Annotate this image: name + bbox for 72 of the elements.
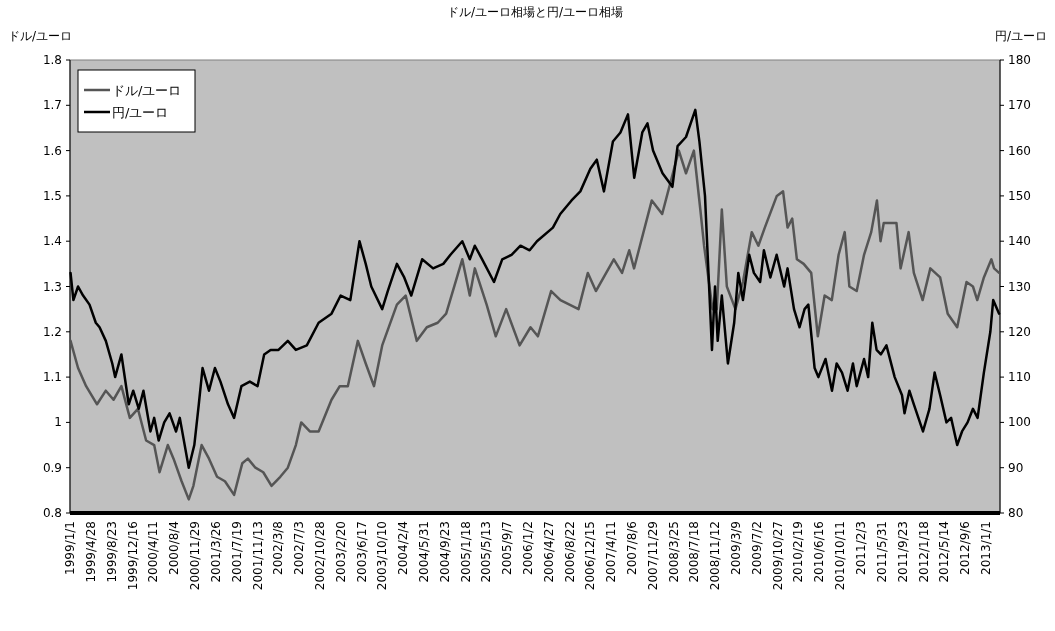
y2-tick-label: 120 [1008,324,1031,339]
y-tick-label: 1 [54,415,62,430]
x-tick-label: 2006/8/22 [562,521,577,583]
x-tick-label: 2010/2/19 [791,521,806,583]
x-tick-label: 2008/11/12 [708,521,723,591]
x-tick-label: 2004/9/23 [437,521,452,583]
x-tick-label: 2000/11/29 [188,521,203,591]
x-tick-label: 2004/2/4 [396,521,411,575]
x-tick-label: 2012/5/14 [937,521,952,583]
x-tick-label: 1999/4/28 [83,521,98,583]
x-tick-label: 2011/5/31 [874,521,889,583]
x-tick-label: 2009/3/9 [729,521,744,575]
x-tick-label: 2010/10/11 [833,521,848,591]
y2-tick-label: 80 [1008,506,1024,520]
x-tick-label: 2009/10/27 [770,521,785,591]
x-tick-label: 2003/6/17 [354,521,369,583]
y2-tick-label: 90 [1008,460,1024,475]
y-axis-title: ドル/ユーロ [8,29,73,43]
y-tick-label: 1.8 [42,53,62,67]
x-tick-label: 2013/1/1 [979,521,994,575]
x-tick-label: 1999/12/16 [125,521,140,591]
y-tick-label: 0.9 [42,460,62,475]
x-tick-label: 2005/9/7 [500,521,515,575]
x-tick-label: 2008/7/18 [687,521,702,583]
y2-tick-label: 100 [1008,415,1031,430]
y-tick-label: 1.3 [42,279,62,294]
x-tick-label: 2002/7/3 [292,521,307,575]
x-tick-label: 2007/4/11 [604,521,619,583]
y-tick-label: 1.6 [42,143,62,158]
y2-tick-label: 160 [1008,143,1031,158]
y2-tick-label: 110 [1008,370,1031,385]
x-tick-label: 2005/5/13 [479,521,494,583]
y2-tick-label: 150 [1008,188,1031,203]
x-tick-label: 2010/6/16 [812,521,827,583]
y2-tick-label: 130 [1008,279,1031,294]
y2-tick-label: 180 [1008,53,1031,67]
x-tick-label: 2011/9/23 [895,521,910,583]
x-tick-label: 2001/3/26 [208,521,223,583]
y-tick-label: 0.8 [42,506,62,520]
x-tick-label: 2006/1/2 [521,521,536,575]
x-tick-label: 2012/1/18 [916,521,931,583]
y-tick-label: 1.2 [42,324,62,339]
x-tick-label: 2009/7/2 [749,521,764,575]
x-tick-label: 2004/5/31 [417,521,432,583]
x-tick-label: 2001/7/19 [229,521,244,583]
x-tick-label: 2007/11/29 [645,521,660,591]
y2-tick-label: 170 [1008,98,1031,113]
x-tick-label: 2006/12/15 [583,521,598,591]
y2-axis-title: 円/ユーロ [994,29,1047,43]
x-tick-label: 2003/10/10 [375,521,390,591]
x-tick-label: 2012/9/6 [958,521,973,575]
x-tick-label: 1999/1/1 [63,521,77,575]
y-tick-label: 1.1 [42,370,62,385]
x-tick-label: 2002/3/8 [271,521,286,575]
x-tick-label: 2002/10/28 [313,521,328,591]
x-tick-label: 2005/1/18 [458,521,473,583]
y-tick-label: 1.7 [42,98,62,113]
x-tick-label: 1999/8/23 [104,521,119,583]
x-tick-label: 2000/8/4 [167,521,182,575]
x-tick-label: 2006/4/27 [541,521,556,583]
x-tick-label: 2001/11/13 [250,521,265,591]
x-tick-label: 2007/8/6 [625,521,640,575]
y2-tick-label: 140 [1008,234,1031,249]
x-tick-label: 2003/2/20 [333,521,348,583]
x-tick-label: 2011/2/3 [854,521,868,575]
title: ドル/ユーロ相場と円/ユーロ相場 [446,5,624,19]
x-tick-label: 2000/4/11 [146,521,161,583]
y-tick-label: 1.5 [42,188,62,203]
legend-label: ドル/ユーロ [112,83,182,98]
y-tick-label: 1.4 [42,234,62,249]
legend-label: 円/ユーロ [112,105,169,120]
x-tick-label: 2008/3/25 [666,521,681,583]
